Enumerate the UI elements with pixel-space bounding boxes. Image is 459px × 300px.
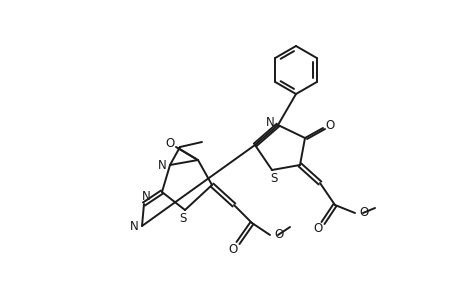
Text: O: O bbox=[313, 223, 322, 236]
Text: N: N bbox=[129, 220, 138, 232]
Text: O: O bbox=[274, 229, 283, 242]
Text: S: S bbox=[179, 212, 186, 224]
Text: N: N bbox=[157, 158, 166, 172]
Text: N: N bbox=[141, 190, 150, 202]
Text: O: O bbox=[165, 136, 174, 149]
Text: O: O bbox=[325, 118, 334, 131]
Text: S: S bbox=[270, 172, 277, 185]
Text: O: O bbox=[358, 206, 368, 220]
Text: N: N bbox=[265, 116, 274, 128]
Text: O: O bbox=[228, 244, 237, 256]
